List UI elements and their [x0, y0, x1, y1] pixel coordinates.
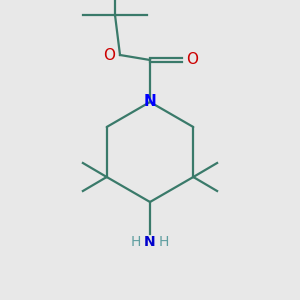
Text: N: N [144, 94, 156, 110]
Text: H: H [159, 235, 169, 249]
Text: N: N [144, 235, 156, 249]
Text: O: O [186, 52, 198, 68]
Text: H: H [130, 235, 141, 249]
Text: O: O [103, 47, 115, 62]
